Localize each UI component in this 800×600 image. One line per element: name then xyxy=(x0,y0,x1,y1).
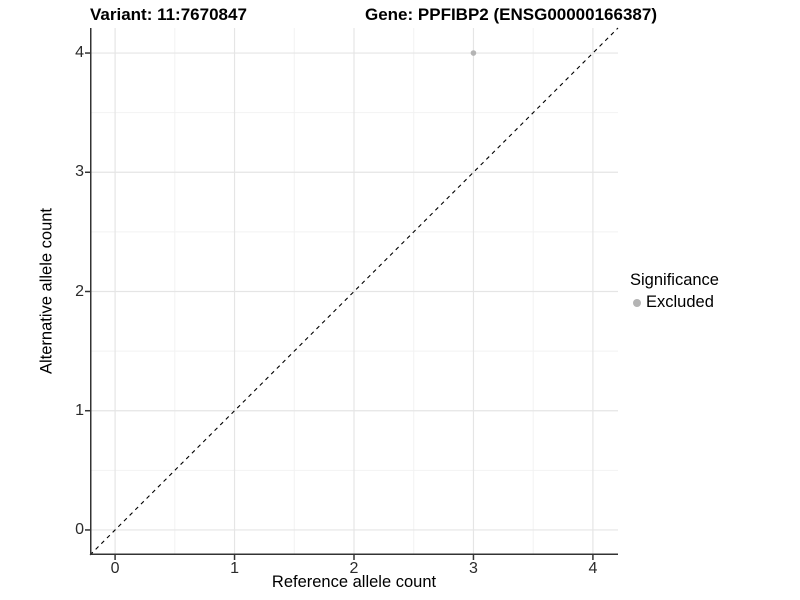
x-tick-label: 2 xyxy=(349,560,359,577)
data-point xyxy=(470,50,477,56)
gene-title: Gene: PPFIBP2 (ENSG00000166387) xyxy=(365,5,657,24)
legend-entries: Excluded xyxy=(630,293,719,312)
x-axis-title: Reference allele count xyxy=(271,573,437,591)
legend: Significance Excluded xyxy=(630,271,719,312)
legend-entry: Excluded xyxy=(630,293,719,312)
variant-title: Variant: 11:7670847 xyxy=(90,5,247,24)
y-tick-label: 1 xyxy=(75,401,84,419)
x-tick-label: 0 xyxy=(110,560,120,577)
y-tick-label: 2 xyxy=(75,282,84,300)
legend-title: Significance xyxy=(630,271,719,289)
y-tick-label: 3 xyxy=(75,163,84,181)
x-tick-label: 4 xyxy=(588,560,598,577)
x-tick-label: 1 xyxy=(230,560,239,577)
legend-entry-label: Excluded xyxy=(646,293,714,311)
x-tick-label: 3 xyxy=(469,560,478,577)
y-tick-label: 4 xyxy=(75,44,84,62)
plot-panel xyxy=(85,27,619,560)
legend-dot-icon xyxy=(633,298,641,307)
y-tick-label: 0 xyxy=(75,520,84,538)
